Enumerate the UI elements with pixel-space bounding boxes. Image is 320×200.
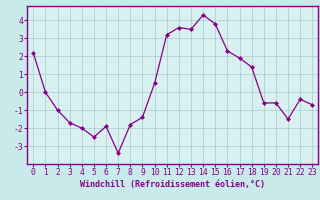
X-axis label: Windchill (Refroidissement éolien,°C): Windchill (Refroidissement éolien,°C) <box>80 180 265 189</box>
